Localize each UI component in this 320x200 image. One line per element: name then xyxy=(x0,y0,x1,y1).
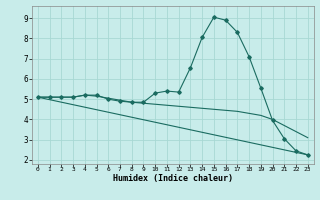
X-axis label: Humidex (Indice chaleur): Humidex (Indice chaleur) xyxy=(113,174,233,183)
